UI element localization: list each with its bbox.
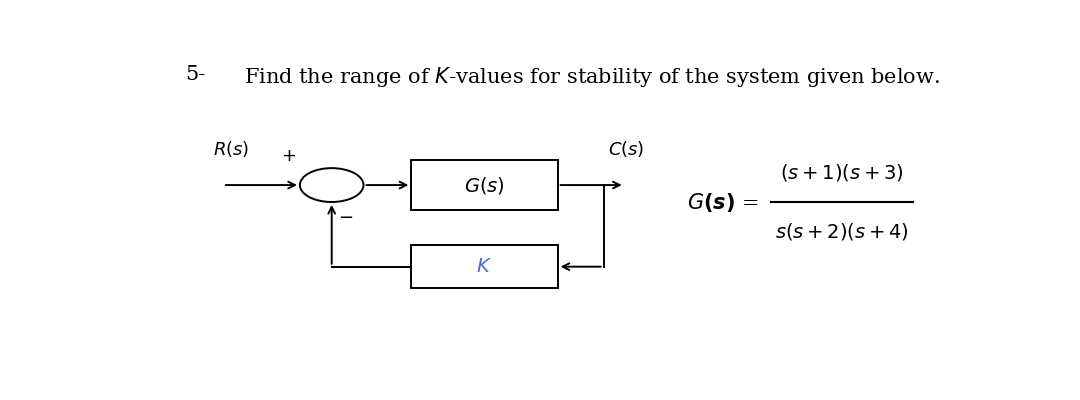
Text: $\mathit{G(s)}$: $\mathit{G(s)}$ [464,174,504,196]
Text: 5-: 5- [186,65,205,84]
Text: $\mathit{K}$: $\mathit{K}$ [476,258,492,276]
Bar [411,160,557,210]
Text: $s(s+2)(s+4)$: $s(s+2)(s+4)$ [775,221,909,242]
Text: $(s+1)(s+3)$: $(s+1)(s+3)$ [781,162,904,183]
Text: $\boldsymbol{\mathit{G}}$$\boldsymbol{(s)}$ =: $\boldsymbol{\mathit{G}}$$\boldsymbol{(s… [688,190,759,214]
Text: $-$: $-$ [338,207,353,225]
Text: $\mathit{R(s)}$: $\mathit{R(s)}$ [213,139,249,159]
Text: Find the range of $\mathit{K}$-values for stability of the system given below.: Find the range of $\mathit{K}$-values fo… [244,65,940,89]
Bar [411,245,557,288]
Text: $\mathit{C(s)}$: $\mathit{C(s)}$ [608,139,645,159]
Text: +: + [281,147,296,165]
